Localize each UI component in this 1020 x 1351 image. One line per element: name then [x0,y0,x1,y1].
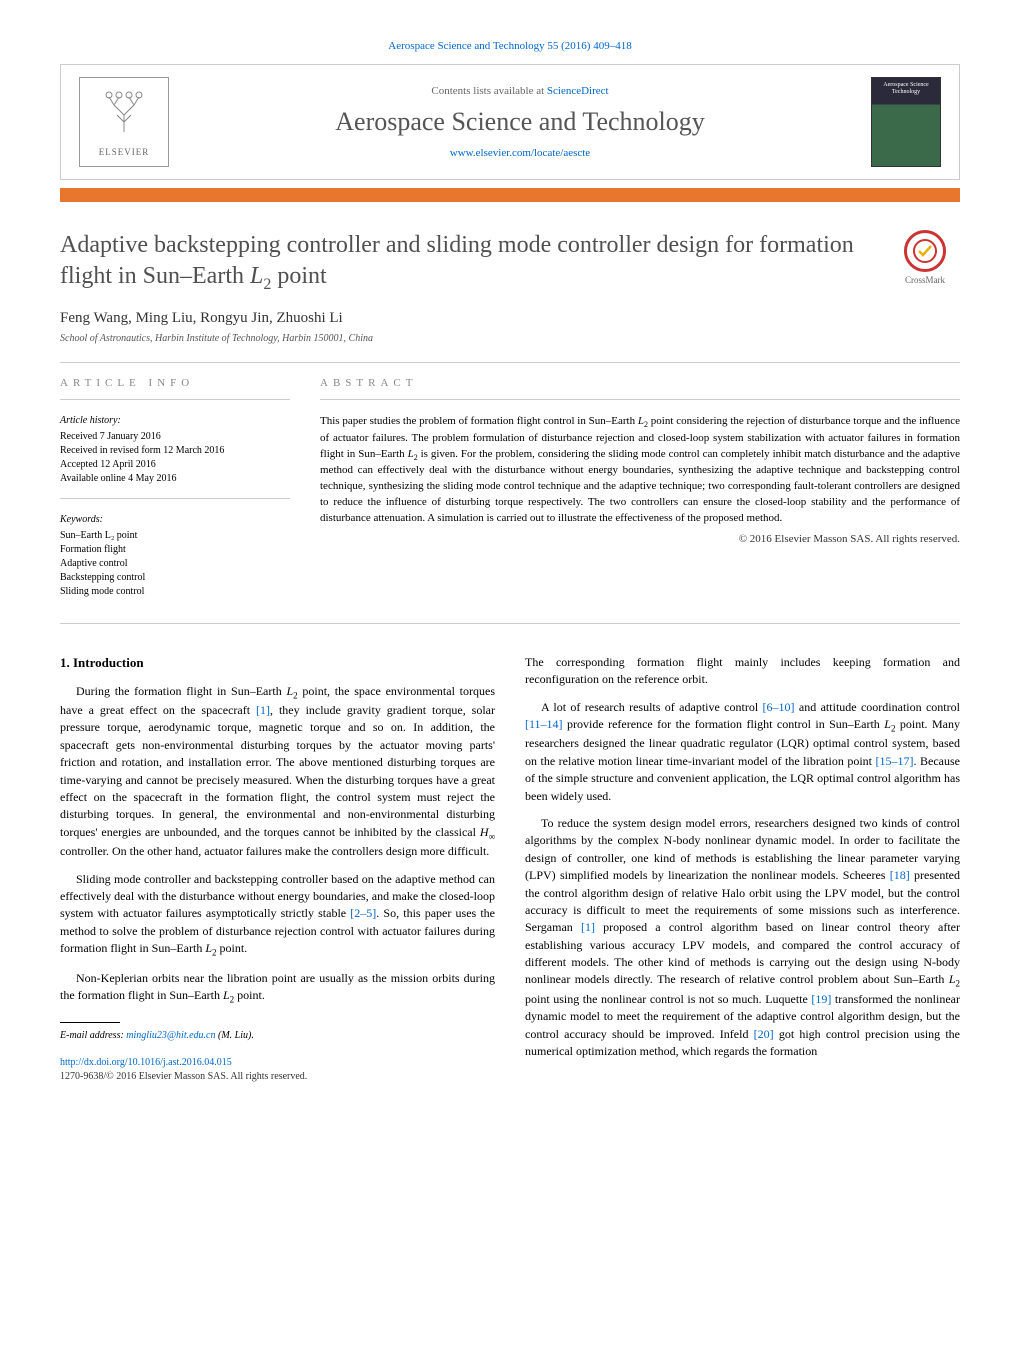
keyword: Sliding mode control [60,585,290,599]
journal-reference[interactable]: Aerospace Science and Technology 55 (201… [60,40,960,52]
article-info: article info Article history: Received 7… [60,377,290,611]
crossmark-badge[interactable]: CrossMark [890,230,960,285]
info-abstract-row: article info Article history: Received 7… [60,377,960,611]
cover-text: Aerospace Science Technology [876,82,936,95]
contents-line: Contents lists available at ScienceDirec… [169,85,871,97]
sciencedirect-link[interactable]: ScienceDirect [547,85,609,97]
title-row: Adaptive backstepping controller and sli… [60,230,960,296]
crossmark-label: CrossMark [905,275,945,285]
email-label: E-mail address: [60,1030,124,1041]
orange-divider [60,188,960,202]
journal-url[interactable]: www.elsevier.com/locate/aescte [169,147,871,159]
abstract-copyright: © 2016 Elsevier Masson SAS. All rights r… [320,533,960,545]
paragraph: To reduce the system design model errors… [525,815,960,1061]
authors: Feng Wang, Ming Liu, Rongyu Jin, Zhuoshi… [60,310,960,327]
history-line: Available online 4 May 2016 [60,472,290,486]
paragraph: A lot of research results of adaptive co… [525,699,960,805]
keywords-head: Keywords: [60,513,290,527]
article-history: Article history: Received 7 January 2016… [60,414,290,486]
journal-header: ELSEVIER Contents lists available at Sci… [60,64,960,180]
section-title: Introduction [73,655,144,670]
corresponding-email: E-mail address: mingliu23@hit.edu.cn (M.… [60,1029,495,1044]
keywords-block: Keywords: Sun–Earth L₂ point Formation f… [60,513,290,599]
journal-cover: Aerospace Science Technology [871,77,941,167]
divider [60,498,290,499]
paragraph: Non-Keplerian orbits near the libration … [60,970,495,1007]
right-column: The corresponding formation flight mainl… [525,654,960,1085]
divider [60,399,290,400]
keyword: Sun–Earth L₂ point [60,529,290,543]
body-columns: 1. Introduction During the formation fli… [60,654,960,1085]
keyword: Adaptive control [60,557,290,571]
issn-line: 1270-9638/© 2016 Elsevier Masson SAS. Al… [60,1070,495,1085]
journal-name: Aerospace Science and Technology [169,107,871,137]
header-center: Contents lists available at ScienceDirec… [169,85,871,159]
history-line: Accepted 12 April 2016 [60,458,290,472]
divider [320,399,960,400]
abstract-text: This paper studies the problem of format… [320,414,960,527]
paragraph: During the formation flight in Sun–Earth… [60,683,495,861]
history-head: Article history: [60,414,290,428]
article-title: Adaptive backstepping controller and sli… [60,230,870,296]
keyword: Backstepping control [60,571,290,585]
abstract-heading: abstract [320,377,960,389]
tree-icon [99,87,149,147]
page-container: Aerospace Science and Technology 55 (201… [0,0,1020,1125]
elsevier-name: ELSEVIER [99,147,150,157]
doi-link[interactable]: http://dx.doi.org/10.1016/j.ast.2016.04.… [60,1056,495,1071]
divider [60,623,960,624]
crossmark-icon [904,230,946,272]
paragraph: The corresponding formation flight mainl… [525,654,960,689]
paragraph: Sliding mode controller and backstepping… [60,871,495,960]
history-line: Received in revised form 12 March 2016 [60,444,290,458]
keyword: Formation flight [60,543,290,557]
email-who: (M. Liu). [218,1030,254,1041]
section-heading: 1. Introduction [60,654,495,673]
section-number: 1. [60,655,70,670]
affiliation: School of Astronautics, Harbin Institute… [60,333,960,344]
abstract: abstract This paper studies the problem … [320,377,960,611]
info-heading: article info [60,377,290,389]
history-line: Received 7 January 2016 [60,430,290,444]
elsevier-logo: ELSEVIER [79,77,169,167]
divider [60,362,960,363]
contents-prefix: Contents lists available at [431,85,546,97]
left-column: 1. Introduction During the formation fli… [60,654,495,1085]
footnote-divider [60,1022,120,1023]
email-link[interactable]: mingliu23@hit.edu.cn [126,1030,215,1041]
